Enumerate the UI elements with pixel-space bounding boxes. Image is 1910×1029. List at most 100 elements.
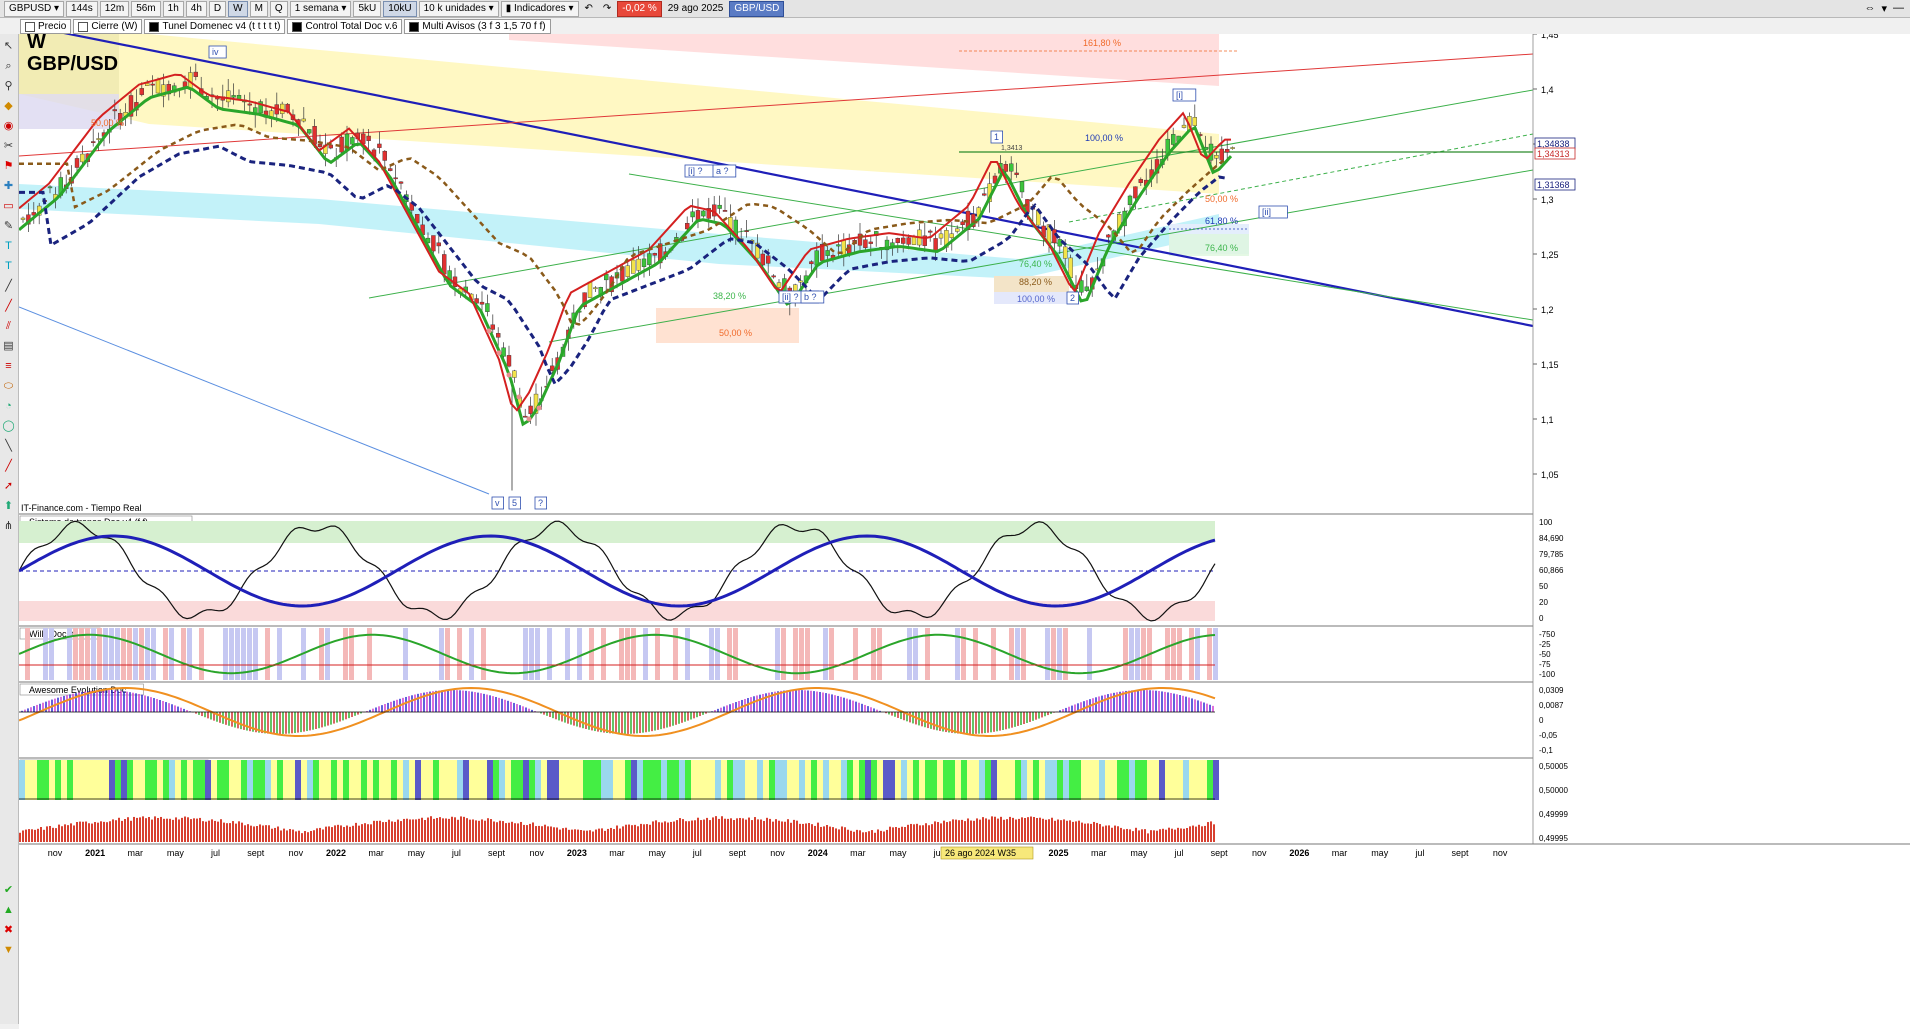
tf-d[interactable]: D (208, 0, 227, 17)
pencil-icon[interactable]: ✎ (3, 220, 14, 232)
thumbs-up-icon[interactable]: ▲ (3, 904, 14, 916)
barra-bg-bar (79, 760, 85, 800)
candle-body (1192, 117, 1198, 126)
legend-control[interactable]: Control Total Doc v.6 (287, 19, 403, 34)
barra-bg-bar (817, 760, 823, 800)
crosshair-icon[interactable]: ✚ (3, 180, 14, 192)
checkbox-icon (78, 21, 89, 32)
y-tick-label: 1,4 (1541, 85, 1554, 95)
undo-icon[interactable]: ↶ (584, 2, 593, 14)
scissors-icon[interactable]: ✂ (3, 140, 14, 152)
signal-dot (486, 328, 492, 334)
candle-body (717, 204, 722, 209)
checkbox-icon (25, 21, 35, 32)
units-5k[interactable]: 5kU (353, 0, 382, 17)
line-icon[interactable]: ╱ (5, 280, 12, 292)
barra-bar (949, 821, 951, 842)
tf-m[interactable]: M (249, 0, 268, 17)
legend-close[interactable]: Cierre (W) (73, 19, 143, 34)
barra-bar (121, 820, 123, 842)
trend-line-icon[interactable]: ╱ (5, 300, 12, 312)
legend-price[interactable]: Precio (20, 19, 72, 34)
barra-bg-bar (1021, 760, 1027, 800)
up-arrow-icon[interactable]: ⬆ (3, 500, 14, 512)
redo-icon[interactable]: ↷ (602, 2, 612, 14)
pin-icon[interactable]: ▼ (3, 944, 14, 956)
ray-icon[interactable]: ╱ (5, 460, 12, 472)
barra-bg-bar (1045, 760, 1051, 800)
menu-chevron-icon[interactable]: ▾ (1881, 3, 1887, 15)
barra-bar (1171, 828, 1173, 842)
candle-body (155, 79, 161, 94)
diagonal-line-icon[interactable]: ╲ (5, 440, 12, 452)
indicators-button[interactable]: ▮ Indicadores ▾ (500, 0, 579, 17)
willy-bar (457, 628, 462, 680)
tf-4h[interactable]: 4h (185, 0, 207, 17)
willy-bar (577, 628, 582, 680)
circle-icon[interactable]: ◯ (2, 420, 15, 432)
barra-bg-bar (337, 760, 343, 800)
marker-icon[interactable]: ◉ (3, 120, 14, 132)
text-box-icon[interactable]: T (5, 260, 12, 272)
units-select[interactable]: 10 k unidades ▾ (418, 0, 499, 17)
candle-body (150, 83, 155, 86)
bell-icon[interactable]: ◆ (4, 100, 13, 112)
check-icon[interactable]: ✔ (3, 884, 14, 896)
minimize-icon[interactable]: — (1893, 2, 1904, 14)
barra-bg-bar (379, 760, 385, 800)
overbought-zone (19, 521, 1215, 543)
barra-bar (1204, 825, 1206, 842)
willy-bar (727, 628, 732, 680)
tf-w[interactable]: W (228, 0, 248, 17)
rect-icon[interactable]: ▭ (3, 200, 14, 212)
barra-bar (586, 830, 588, 842)
search-icon[interactable]: ⚲ (4, 80, 13, 92)
willy-bar (223, 628, 228, 680)
barra-bg-bar (505, 760, 511, 800)
barra-bg-bar (715, 760, 721, 800)
period-select[interactable]: 1 semana ▾ (289, 0, 352, 17)
magnet-icon[interactable]: ⋔ (3, 520, 14, 532)
fib-icon[interactable]: ≡ (5, 360, 12, 372)
barra-bg-bar (913, 760, 919, 800)
ruler-icon[interactable]: ▤ (3, 340, 14, 352)
willy-bar (1063, 628, 1068, 680)
barra-bar (40, 827, 42, 842)
arc-icon[interactable]: ◔ (5, 400, 12, 412)
barra-bar (100, 821, 102, 842)
willy-bar (907, 628, 912, 680)
zoom-icon[interactable]: ⌕ (5, 60, 12, 72)
channel-icon[interactable]: ⫽ (6, 320, 11, 332)
delete-icon[interactable]: ✖ (3, 924, 14, 936)
link-icon[interactable]: ⇔ (1864, 2, 1876, 14)
cursor-icon[interactable]: ↖ (3, 40, 14, 52)
legend-tunel[interactable]: Tunel Domenec v4 (t t t t t) (144, 19, 286, 34)
x-tick-label: jul (451, 848, 461, 858)
x-tick-label: may (1130, 848, 1148, 858)
tf-56m[interactable]: 56m (131, 0, 161, 17)
legend-avisos[interactable]: Multi Avisos (3 f 3 1,5 70 f f) (404, 19, 551, 34)
candle-body (760, 253, 765, 266)
units-10k[interactable]: 10kU (383, 0, 417, 17)
barra-bar (70, 823, 72, 842)
ellipse-icon[interactable]: ⬭ (3, 380, 14, 392)
candle-body (949, 233, 954, 238)
barra-bar (718, 818, 720, 842)
barra-bar (532, 822, 534, 842)
signal-dot (536, 405, 542, 411)
barra-bar (1057, 819, 1059, 842)
text-icon[interactable]: T (5, 240, 12, 252)
willy-bar (91, 628, 96, 680)
tf-q[interactable]: Q (269, 0, 288, 17)
tf-12m[interactable]: 12m (99, 0, 130, 17)
arrow-icon[interactable]: ➚ (3, 480, 14, 492)
tf-1h[interactable]: 1h (162, 0, 184, 17)
symbol-select[interactable]: GBPUSD ▾ (4, 0, 65, 17)
tf-144s[interactable]: 144s (66, 0, 98, 17)
barra-bar (163, 818, 165, 842)
flag-icon[interactable]: ⚑ (3, 160, 14, 172)
barra-bar (1075, 821, 1077, 842)
price-tag-label: 1,34838 (1537, 139, 1570, 149)
chart-area[interactable]: Sistema de trenes Doc v4 (f f)Willy Doc … (19, 34, 1910, 1029)
barra-bar (76, 822, 78, 842)
